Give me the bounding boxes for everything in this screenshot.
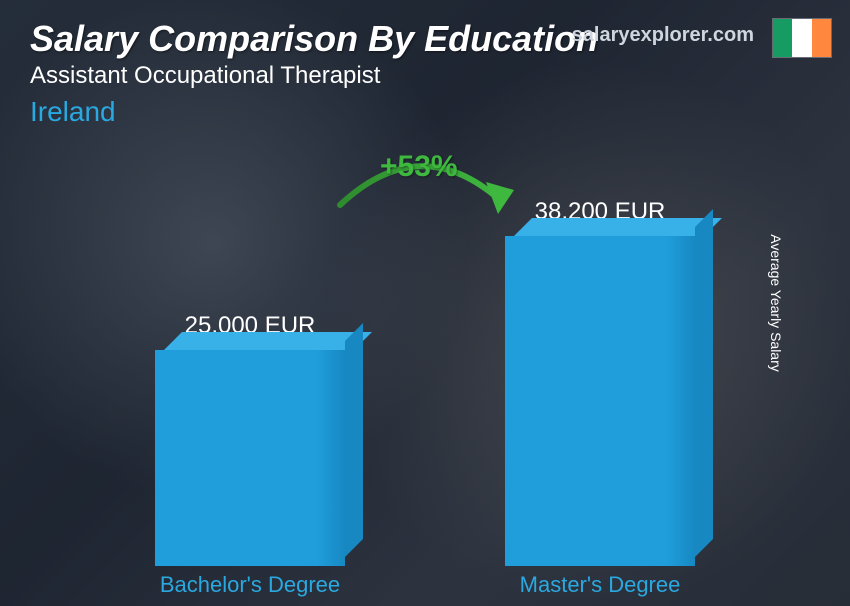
ireland-flag-icon bbox=[772, 18, 832, 58]
flag-stripe bbox=[773, 19, 792, 57]
increase-percent-label: +53% bbox=[380, 150, 458, 184]
job-title: Assistant Occupational Therapist bbox=[30, 62, 380, 90]
flag-stripe bbox=[792, 19, 811, 57]
bar-top bbox=[514, 218, 722, 236]
bar-front bbox=[155, 350, 345, 566]
bar-3d bbox=[505, 236, 695, 566]
country-label: Ireland bbox=[30, 96, 116, 128]
bar-3d bbox=[155, 350, 345, 566]
bar-front bbox=[505, 236, 695, 566]
flag-stripe bbox=[812, 19, 831, 57]
bar-group: 38,200 EUR bbox=[505, 198, 695, 566]
bar-category-label: Bachelor's Degree bbox=[160, 572, 340, 598]
bar-side bbox=[695, 209, 713, 557]
chart-area: 25,000 EUR Bachelor's Degree 38,200 EUR Mas… bbox=[0, 140, 850, 606]
brand-label: salaryexplorer.com bbox=[572, 24, 754, 47]
bar-top bbox=[164, 332, 372, 350]
bar-group: 25,000 EUR bbox=[155, 312, 345, 566]
page-title: Salary Comparison By Education bbox=[30, 18, 598, 60]
bar-side bbox=[345, 323, 363, 557]
bar-category-label: Master's Degree bbox=[520, 572, 681, 598]
